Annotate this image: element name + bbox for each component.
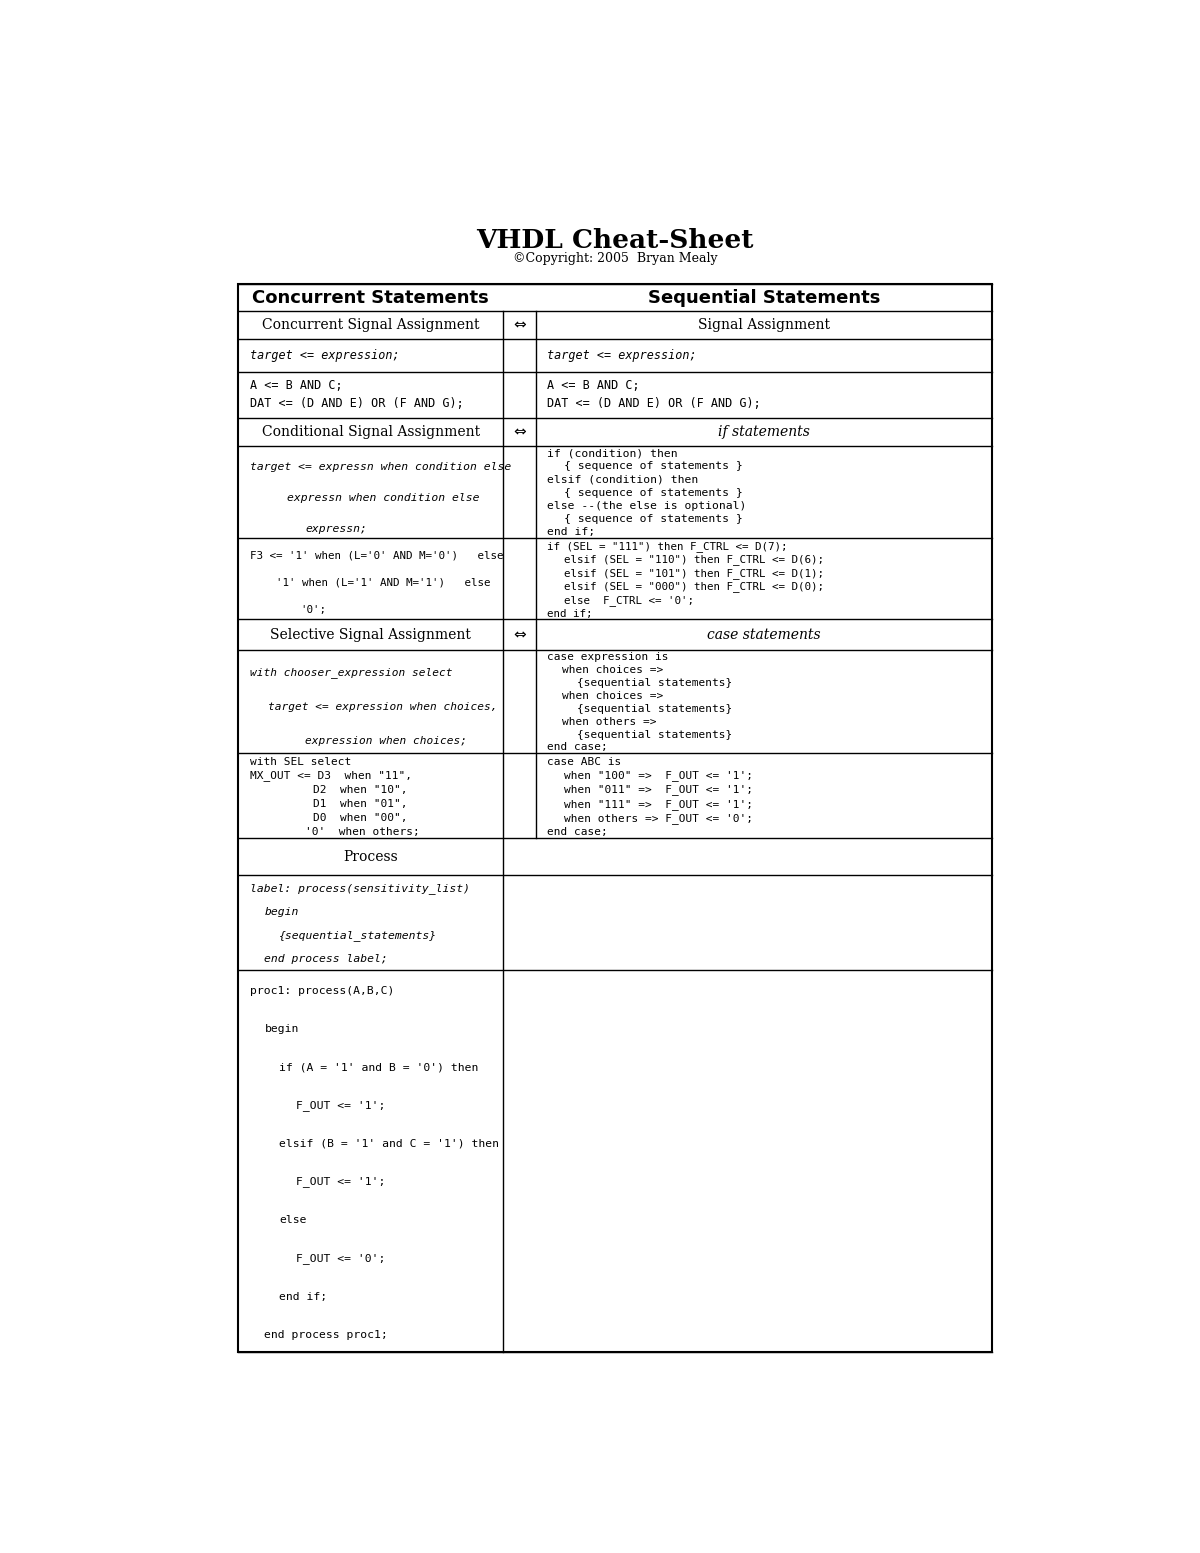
Text: case ABC is: case ABC is (547, 756, 622, 767)
Text: expressn when condition else: expressn when condition else (287, 492, 479, 503)
Text: target <= expression;: target <= expression; (250, 349, 400, 362)
Text: D1  when "01",: D1 when "01", (313, 800, 407, 809)
Text: if statements: if statements (718, 426, 810, 439)
Text: Concurrent Signal Assignment: Concurrent Signal Assignment (262, 318, 480, 332)
Text: elsif (SEL = "101") then F_CTRL <= D(1);: elsif (SEL = "101") then F_CTRL <= D(1); (564, 568, 824, 579)
Text: when "011" =>  F_OUT <= '1';: when "011" => F_OUT <= '1'; (564, 784, 752, 795)
Text: F3 <= '1' when (L='0' AND M='0')   else: F3 <= '1' when (L='0' AND M='0') else (250, 551, 503, 561)
Text: {sequential_statements}: {sequential_statements} (280, 930, 437, 941)
Text: elsif (SEL = "110") then F_CTRL <= D(6);: elsif (SEL = "110") then F_CTRL <= D(6); (564, 554, 824, 565)
Text: elsif (B = '1' and C = '1') then: elsif (B = '1' and C = '1') then (280, 1138, 499, 1149)
Text: '0';: '0'; (301, 604, 326, 615)
Text: '1' when (L='1' AND M='1')   else: '1' when (L='1' AND M='1') else (276, 578, 490, 587)
Text: VHDL Cheat-Sheet: VHDL Cheat-Sheet (476, 228, 754, 253)
Text: '0'  when others;: '0' when others; (305, 828, 420, 837)
Text: { sequence of statements }: { sequence of statements } (564, 488, 743, 497)
Text: when choices =>: when choices => (562, 691, 664, 700)
Text: else: else (280, 1216, 307, 1225)
Text: target <= expressn when condition else: target <= expressn when condition else (250, 463, 511, 472)
Text: D0  when "00",: D0 when "00", (313, 814, 407, 823)
Text: when "111" =>  F_OUT <= '1';: when "111" => F_OUT <= '1'; (564, 798, 752, 809)
Text: elsif (SEL = "000") then F_CTRL <= D(0);: elsif (SEL = "000") then F_CTRL <= D(0); (564, 581, 824, 592)
Text: Conditional Signal Assignment: Conditional Signal Assignment (262, 426, 480, 439)
Text: DAT <= (D AND E) OR (F AND G);: DAT <= (D AND E) OR (F AND G); (547, 398, 761, 410)
Text: label: process(sensitivity_list): label: process(sensitivity_list) (250, 882, 469, 893)
Text: if (condition) then: if (condition) then (547, 449, 678, 458)
Text: end if;: end if; (280, 1292, 328, 1301)
Text: begin: begin (264, 1023, 299, 1034)
Text: Concurrent Statements: Concurrent Statements (252, 289, 490, 306)
Text: end if;: end if; (547, 526, 595, 537)
Text: MX_OUT <= D3  when "11",: MX_OUT <= D3 when "11", (250, 770, 412, 781)
Text: else --(the else is optional): else --(the else is optional) (547, 500, 746, 511)
Text: ©Copyright: 2005  Bryan Mealy: ©Copyright: 2005 Bryan Mealy (512, 252, 718, 264)
Text: DAT <= (D AND E) OR (F AND G);: DAT <= (D AND E) OR (F AND G); (250, 398, 463, 410)
Text: F_OUT <= '1';: F_OUT <= '1'; (296, 1177, 385, 1188)
Text: {sequential statements}: {sequential statements} (577, 679, 732, 688)
Text: A <= B AND C;: A <= B AND C; (250, 379, 342, 393)
Text: A <= B AND C;: A <= B AND C; (547, 379, 640, 393)
Text: end process proc1;: end process proc1; (264, 1329, 388, 1340)
Text: target <= expression;: target <= expression; (547, 349, 697, 362)
Text: end if;: end if; (547, 609, 593, 618)
Text: end case;: end case; (547, 742, 608, 752)
Text: Process: Process (343, 849, 398, 863)
Text: Sequential Statements: Sequential Statements (648, 289, 880, 306)
Text: F_OUT <= '0';: F_OUT <= '0'; (296, 1253, 385, 1264)
Text: if (A = '1' and B = '0') then: if (A = '1' and B = '0') then (280, 1062, 479, 1072)
Bar (239, 284, 991, 1353)
Text: proc1: process(A,B,C): proc1: process(A,B,C) (250, 986, 394, 995)
Text: when choices =>: when choices => (562, 665, 664, 676)
Text: with chooser_expression select: with chooser_expression select (250, 668, 452, 679)
Text: expression when choices;: expression when choices; (305, 736, 467, 745)
Text: F_OUT <= '1';: F_OUT <= '1'; (296, 1100, 385, 1110)
Text: ⇔: ⇔ (514, 424, 526, 439)
Text: ⇔: ⇔ (514, 317, 526, 332)
Text: expressn;: expressn; (305, 523, 367, 534)
Text: elsif (condition) then: elsif (condition) then (547, 474, 698, 485)
Text: target <= expression when choices,: target <= expression when choices, (268, 702, 498, 711)
Text: if (SEL = "111") then F_CTRL <= D(7);: if (SEL = "111") then F_CTRL <= D(7); (547, 540, 787, 551)
Text: {sequential statements}: {sequential statements} (577, 704, 732, 714)
Text: when "100" =>  F_OUT <= '1';: when "100" => F_OUT <= '1'; (564, 770, 752, 781)
Text: { sequence of statements }: { sequence of statements } (564, 461, 743, 471)
Text: case statements: case statements (707, 627, 821, 641)
Text: with SEL select: with SEL select (250, 756, 350, 767)
Text: D2  when "10",: D2 when "10", (313, 784, 407, 795)
Text: end process label;: end process label; (264, 954, 388, 964)
Text: else  F_CTRL <= '0';: else F_CTRL <= '0'; (564, 595, 694, 606)
Text: ⇔: ⇔ (514, 627, 526, 643)
Text: when others => F_OUT <= '0';: when others => F_OUT <= '0'; (564, 812, 752, 823)
Text: case expression is: case expression is (547, 652, 668, 663)
Text: Selective Signal Assignment: Selective Signal Assignment (270, 627, 472, 641)
Text: when others =>: when others => (562, 716, 656, 727)
Text: Signal Assignment: Signal Assignment (698, 318, 830, 332)
Text: {sequential statements}: {sequential statements} (577, 730, 732, 739)
Text: begin: begin (264, 907, 299, 916)
Text: { sequence of statements }: { sequence of statements } (564, 514, 743, 523)
Text: end case;: end case; (547, 828, 608, 837)
